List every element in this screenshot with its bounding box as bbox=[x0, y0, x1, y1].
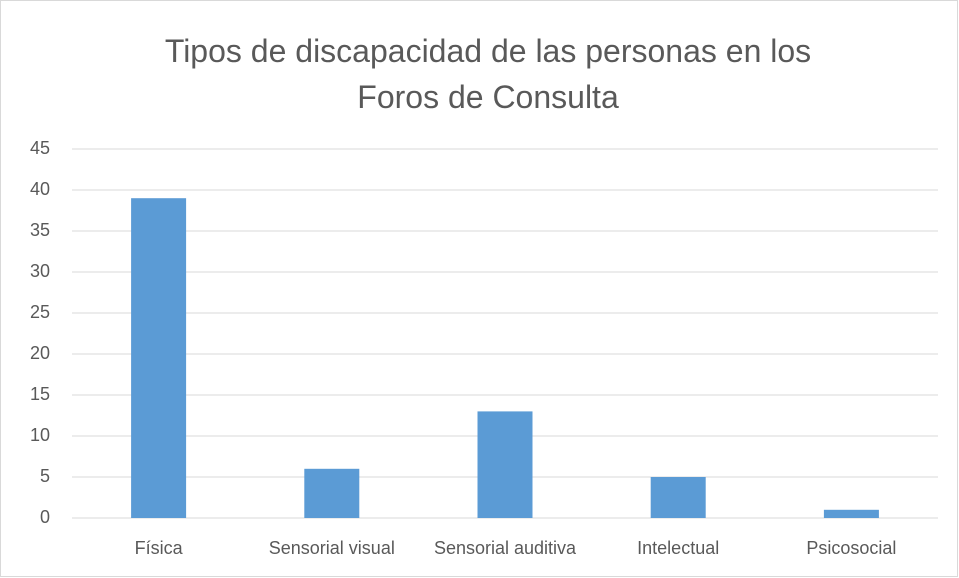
y-tick-label: 40 bbox=[30, 179, 50, 199]
y-tick-label: 0 bbox=[40, 507, 50, 527]
x-tick-label: Psicosocial bbox=[806, 538, 896, 558]
y-tick-label: 5 bbox=[40, 466, 50, 486]
bar bbox=[823, 509, 879, 518]
x-tick-label: Intelectual bbox=[637, 538, 719, 558]
y-tick-label: 15 bbox=[30, 384, 50, 404]
bar bbox=[650, 477, 706, 518]
y-tick-label: 35 bbox=[30, 220, 50, 240]
chart-title: Tipos de discapacidad de las personas en… bbox=[164, 33, 812, 115]
y-tick-label: 30 bbox=[30, 261, 50, 281]
x-tick-label: Sensorial auditiva bbox=[434, 538, 577, 558]
x-tick-label: Sensorial visual bbox=[269, 538, 395, 558]
x-tick-label: Física bbox=[135, 538, 184, 558]
y-tick-label: 20 bbox=[30, 343, 50, 363]
y-tick-label: 10 bbox=[30, 425, 50, 445]
y-tick-label: 25 bbox=[30, 302, 50, 322]
bar bbox=[304, 468, 360, 518]
bar bbox=[477, 411, 533, 518]
y-tick-label: 45 bbox=[30, 138, 50, 158]
bar bbox=[131, 198, 187, 518]
